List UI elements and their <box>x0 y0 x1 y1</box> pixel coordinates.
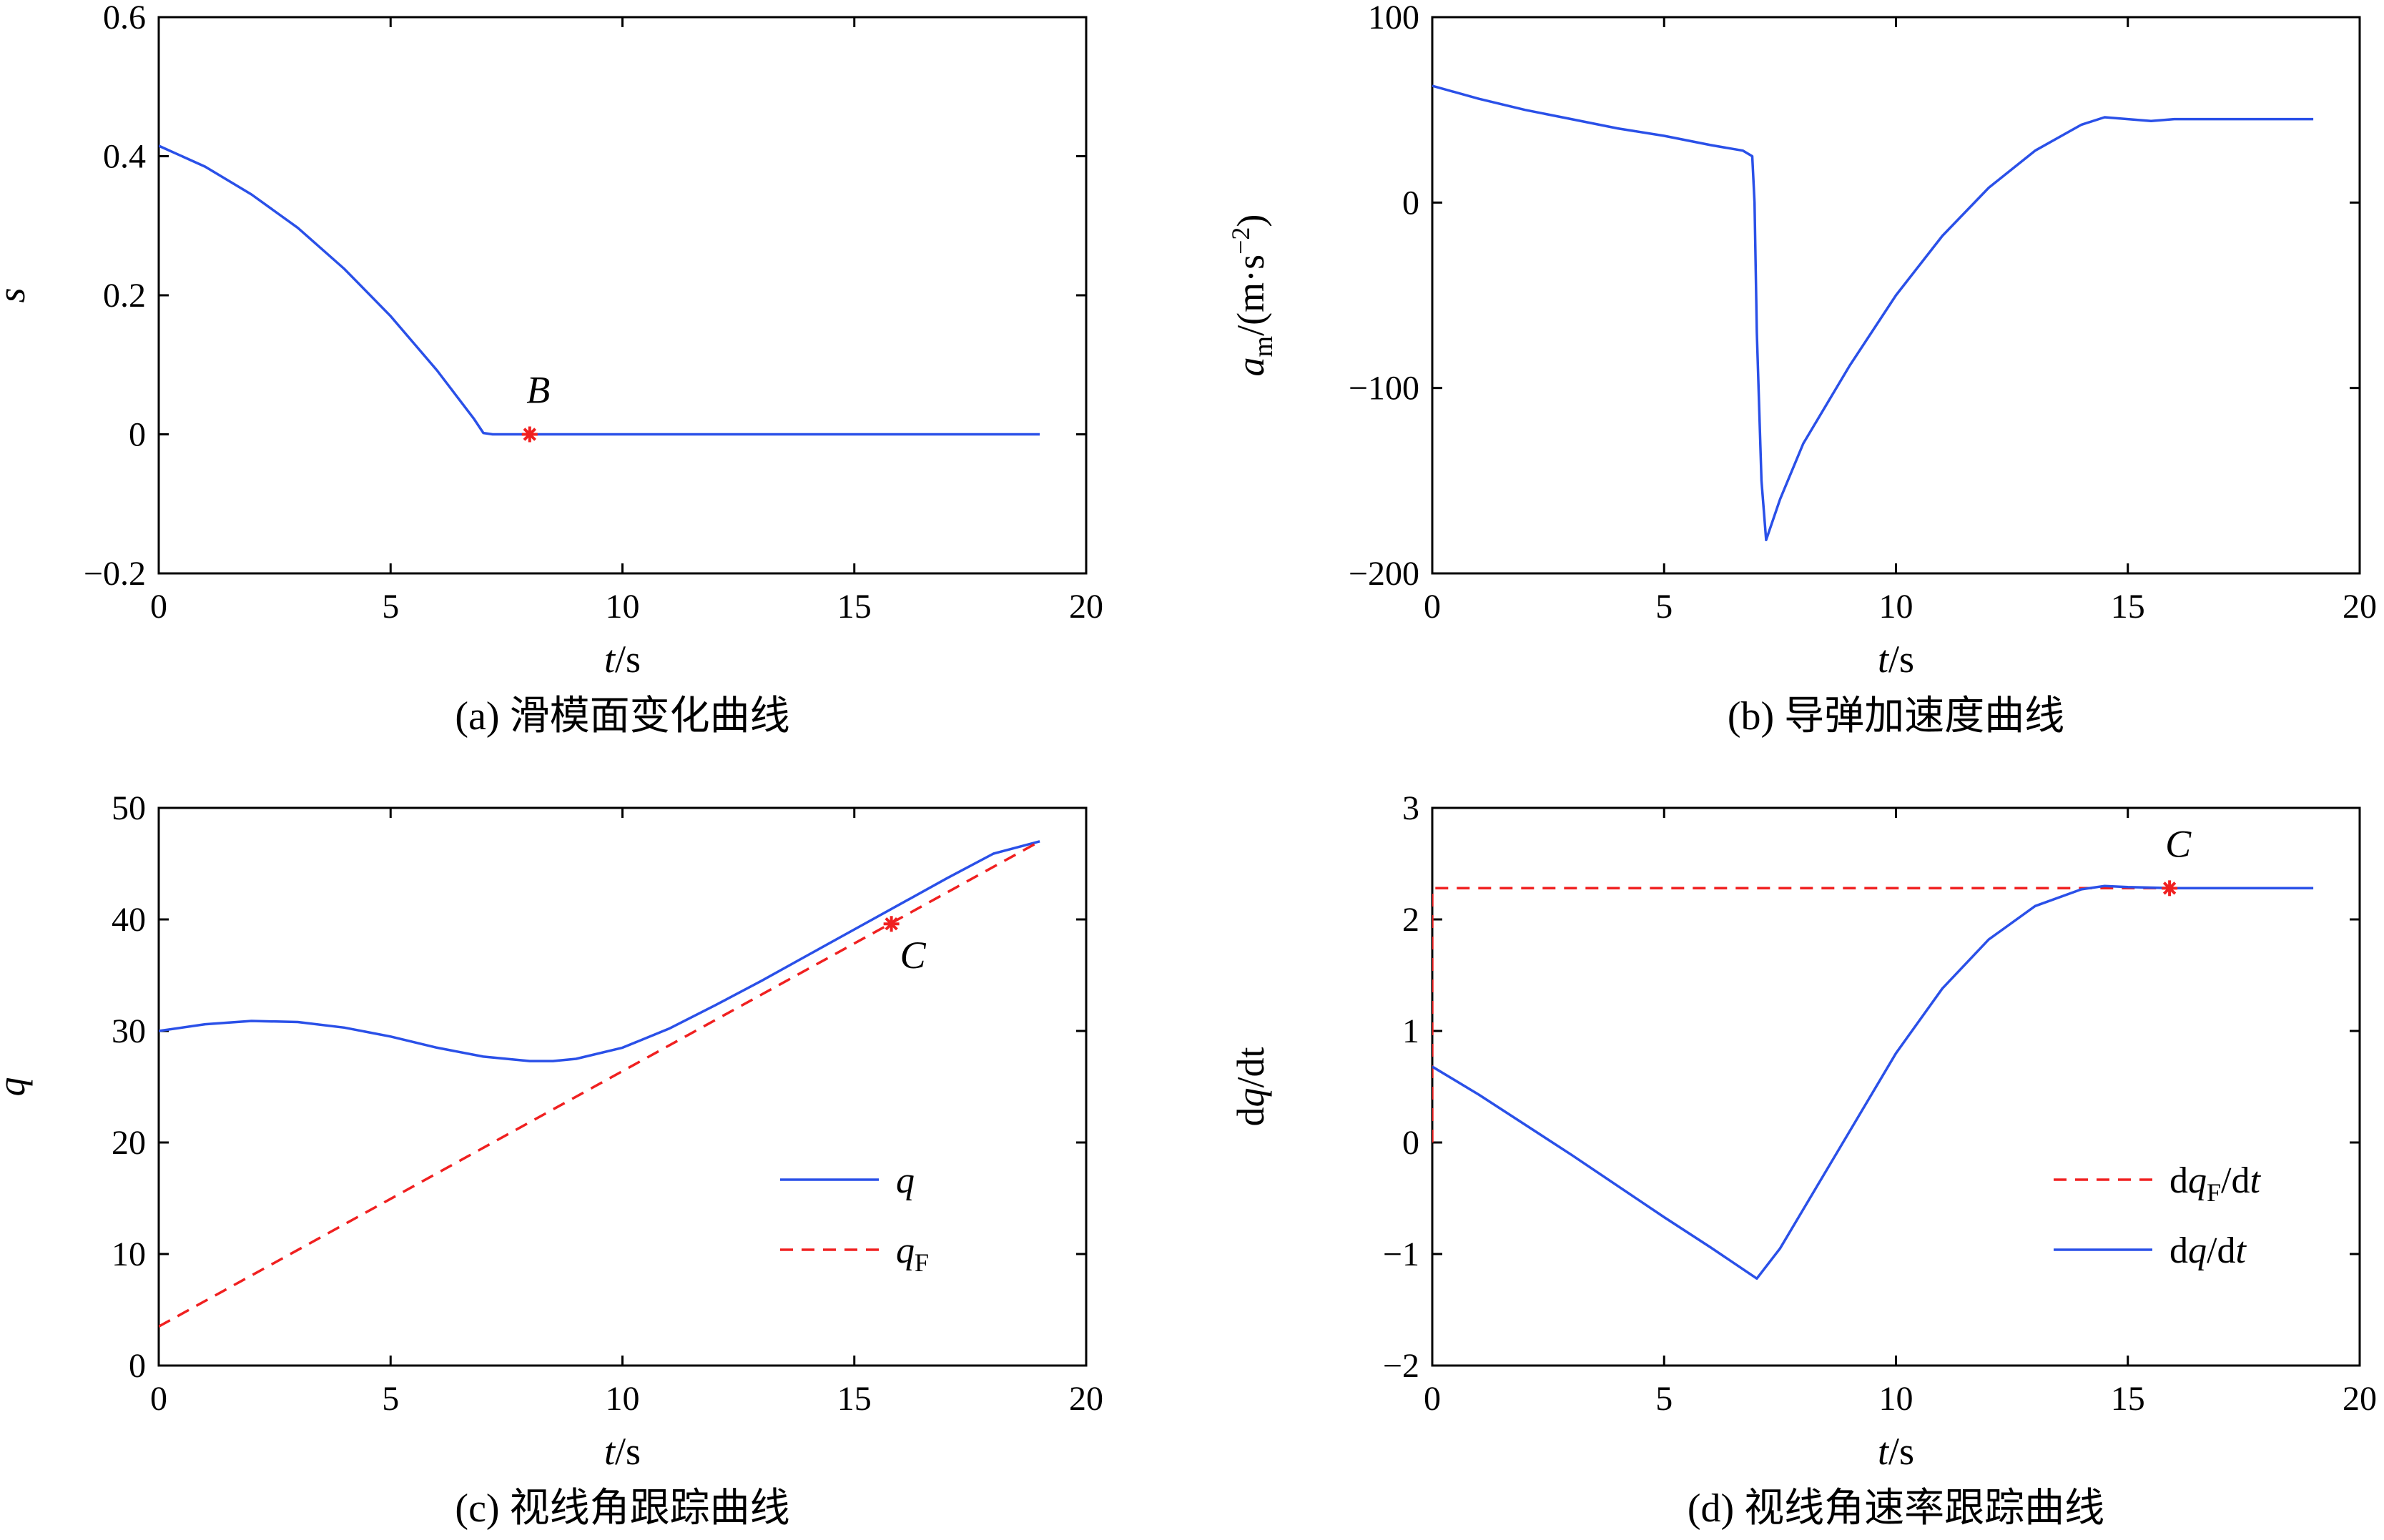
x-tick-label: 20 <box>2343 1380 2377 1418</box>
x-tick-label: 0 <box>150 1380 167 1418</box>
x-tick-label: 0 <box>1424 588 1441 626</box>
panel-caption: (d) 视线角速率跟踪曲线 <box>1688 1486 2104 1531</box>
x-axis-label: t/s <box>604 638 641 681</box>
x-tick-label: 15 <box>2111 1380 2145 1418</box>
x-tick-label: 5 <box>382 1380 399 1418</box>
panel-caption: (b) 导弹加速度曲线 <box>1728 694 2064 739</box>
x-tick-label: 0 <box>1424 1380 1441 1418</box>
x-tick-label: 15 <box>837 588 872 626</box>
x-tick-label: 20 <box>1069 588 1103 626</box>
panel-d-los-rate-tracking: 0 5 10 15 20 −2 −1 0 1 2 3 t/s (d) 视线角速率跟踪曲线 dq/dt Cdq… <box>1229 789 2377 1531</box>
legend: q qF <box>780 1160 929 1277</box>
legend-label: q <box>896 1160 915 1201</box>
x-tick-label: 5 <box>382 588 399 626</box>
marker-label-b: B <box>526 369 550 412</box>
plot-frame <box>157 806 1088 1367</box>
y-tick-label: 30 <box>112 1012 146 1050</box>
y-tick-label: 0 <box>129 1347 146 1385</box>
legend-label: qF <box>896 1230 929 1277</box>
x-tick-label: 15 <box>837 1380 872 1418</box>
marker-point-c <box>883 916 900 932</box>
x-tick-label: 10 <box>606 1380 640 1418</box>
plot-frame <box>157 16 1088 575</box>
marker-point-b <box>521 426 538 443</box>
x-tick-label: 0 <box>150 588 167 626</box>
series-line-a-m <box>1432 84 2314 542</box>
legend-label: dq/dt <box>2169 1230 2247 1271</box>
panel-b-missile-acceleration: 0 5 10 15 20 −200 −100 0 100 t/s (b) 导弹加速度曲线 am/(m·… <box>1226 0 2377 739</box>
series-line-s <box>159 144 1040 436</box>
y-tick-label: 0 <box>1402 1124 1419 1162</box>
x-tick-label: 5 <box>1655 1380 1673 1418</box>
y-tick-label: 50 <box>112 789 146 827</box>
marker-label-c: C <box>2165 822 2192 865</box>
y-tick-label: 0.2 <box>103 277 146 315</box>
marker-point-c <box>2162 880 2178 897</box>
x-tick-label: 20 <box>1069 1380 1103 1418</box>
y-tick-label: 10 <box>112 1235 146 1273</box>
y-axis-label: am/(m·s−2) <box>1226 214 1279 377</box>
y-tick-label: −0.2 <box>84 555 146 593</box>
series-line-dq-dt <box>1432 884 2314 1280</box>
plot-frame <box>1431 806 2361 1367</box>
y-axis-label: s <box>0 287 33 302</box>
y-tick-label: 0.6 <box>103 0 146 36</box>
series-line-q <box>159 840 1040 1062</box>
series-line-dq-f-dt <box>1432 887 2314 1142</box>
y-axis-label: q <box>0 1077 33 1097</box>
y-tick-label: −1 <box>1383 1235 1419 1273</box>
y-axis-label: dq/dt <box>1229 1047 1272 1126</box>
y-tick-label: 0.4 <box>103 138 146 176</box>
x-tick-label: 5 <box>1655 588 1673 626</box>
y-tick-label: −2 <box>1383 1347 1419 1385</box>
panel-caption: (c) 视线角跟踪曲线 <box>455 1486 789 1531</box>
y-tick-label: 0 <box>129 416 146 454</box>
marker-label-c: C <box>900 934 927 977</box>
x-tick-label: 10 <box>1879 588 1913 626</box>
legend: dqF/dt dq/dt <box>2054 1160 2261 1271</box>
y-tick-label: 2 <box>1402 901 1419 939</box>
y-tick-label: 100 <box>1368 0 1419 36</box>
x-tick-label: 20 <box>2343 588 2377 626</box>
y-tick-label: −200 <box>1349 555 1419 593</box>
y-tick-label: 20 <box>112 1124 146 1162</box>
x-axis-label: t/s <box>1878 638 1914 681</box>
legend-label: dqF/dt <box>2169 1160 2261 1207</box>
panel-caption: (a) 滑模面变化曲线 <box>455 694 789 739</box>
panel-c-los-angle-tracking: 0 5 10 15 20 0 10 20 30 40 50 t/s (c) 视线角跟踪曲线 q Cq qF <box>0 789 1103 1531</box>
x-axis-label: t/s <box>604 1430 641 1473</box>
y-tick-label: −100 <box>1349 370 1419 408</box>
x-tick-label: 10 <box>1879 1380 1913 1418</box>
y-tick-label: 0 <box>1402 184 1419 222</box>
x-tick-label: 15 <box>2111 588 2145 626</box>
y-tick-label: 1 <box>1402 1012 1419 1050</box>
y-tick-label: 40 <box>112 901 146 939</box>
x-axis-label: t/s <box>1878 1430 1914 1473</box>
x-tick-label: 10 <box>606 588 640 626</box>
y-tick-label: 3 <box>1402 789 1419 827</box>
